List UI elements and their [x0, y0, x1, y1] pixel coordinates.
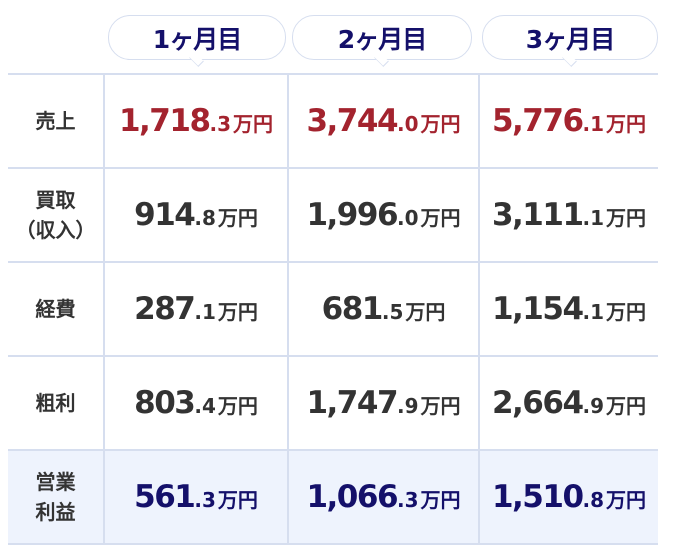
value-cell: 803.4 万円 — [103, 355, 288, 451]
value-cell: 681.5 万円 — [287, 261, 479, 357]
value-int: 2,664 — [491, 385, 584, 421]
value-unit: 万円 — [217, 206, 258, 230]
header-month-1: 1ヶ月目 — [108, 15, 286, 60]
value-unit: 万円 — [606, 206, 647, 230]
value-dec: .5 — [381, 300, 404, 324]
row-sales: 売上 1,718.3 万円 3,744.0 万円 5,776.1 万円 — [8, 73, 658, 169]
value-unit: 万円 — [606, 300, 647, 324]
value-unit: 万円 — [405, 300, 446, 324]
value-cell: 287.1 万円 — [103, 261, 288, 357]
value-dec: .3 — [209, 112, 232, 136]
value-dec: .0 — [397, 206, 419, 230]
value-int: 914 — [134, 197, 196, 233]
value-dec: .4 — [194, 394, 216, 418]
value-cell: 1,154.1 万円 — [478, 261, 658, 357]
value-int: 1,154 — [491, 291, 584, 327]
value-unit: 万円 — [420, 112, 461, 136]
value-dec: .1 — [194, 300, 216, 324]
row-operating-profit: 営業 利益 561.3 万円 1,066.3 万円 1,510.8 万円 — [8, 449, 658, 545]
value-cell: 3,111.1 万円 — [478, 167, 658, 263]
value-unit: 万円 — [606, 112, 647, 136]
value-int: 3,744 — [306, 103, 398, 139]
value-cell: 1,510.8 万円 — [478, 449, 658, 545]
header-month-3: 3ヶ月目 — [482, 15, 658, 60]
value-unit: 万円 — [420, 206, 461, 230]
value-unit: 万円 — [606, 488, 647, 512]
value-dec: .1 — [582, 300, 605, 324]
value-int: 1,718 — [118, 103, 211, 139]
value-int: 561 — [134, 479, 196, 515]
value-cell: 2,664.9 万円 — [478, 355, 658, 451]
value-int: 3,111 — [491, 197, 584, 233]
value-unit: 万円 — [420, 488, 461, 512]
value-cell: 1,066.3 万円 — [287, 449, 479, 545]
value-dec: .1 — [582, 206, 605, 230]
value-cell: 3,744.0 万円 — [287, 73, 479, 169]
value-int: 803 — [134, 385, 196, 421]
header-month-2: 2ヶ月目 — [292, 15, 472, 60]
value-int: 1,747 — [306, 385, 398, 421]
value-unit: 万円 — [217, 394, 258, 418]
value-cell: 914.8 万円 — [103, 167, 288, 263]
value-int: 1,066 — [306, 479, 398, 515]
value-unit: 万円 — [217, 488, 258, 512]
value-int: 681 — [321, 291, 384, 327]
row-purchase: 買取 （収入） 914.8 万円 1,996.0 万円 3,111.1 万円 — [8, 167, 658, 263]
value-unit: 万円 — [420, 394, 461, 418]
value-dec: .9 — [397, 394, 419, 418]
row-label: 売上 — [8, 73, 104, 169]
value-int: 5,776 — [491, 103, 584, 139]
value-unit: 万円 — [606, 394, 647, 418]
value-cell: 561.3 万円 — [103, 449, 288, 545]
row-label: 買取 （収入） — [8, 167, 104, 263]
value-dec: .3 — [194, 488, 216, 512]
row-expenses: 経費 287.1 万円 681.5 万円 1,154.1 万円 — [8, 261, 658, 357]
value-unit: 万円 — [233, 112, 274, 136]
value-int: 1,996 — [306, 197, 398, 233]
value-cell: 5,776.1 万円 — [478, 73, 658, 169]
value-dec: .8 — [194, 206, 216, 230]
value-cell: 1,718.3 万円 — [103, 73, 288, 169]
value-dec: .9 — [582, 394, 605, 418]
row-gross-profit: 粗利 803.4 万円 1,747.9 万円 2,664.9 万円 — [8, 355, 658, 451]
value-int: 1,510 — [491, 479, 584, 515]
value-cell: 1,996.0 万円 — [287, 167, 479, 263]
row-label: 経費 — [8, 261, 104, 357]
row-label: 営業 利益 — [8, 449, 104, 545]
value-dec: .0 — [397, 112, 419, 136]
value-int: 287 — [134, 291, 196, 327]
value-dec: .8 — [582, 488, 605, 512]
value-dec: .1 — [582, 112, 605, 136]
value-unit: 万円 — [217, 300, 258, 324]
row-label: 粗利 — [8, 355, 104, 451]
value-dec: .3 — [397, 488, 419, 512]
profit-table: 売上 1,718.3 万円 3,744.0 万円 5,776.1 万円 買取 （収入） 914.… — [8, 73, 658, 545]
value-cell: 1,747.9 万円 — [287, 355, 479, 451]
